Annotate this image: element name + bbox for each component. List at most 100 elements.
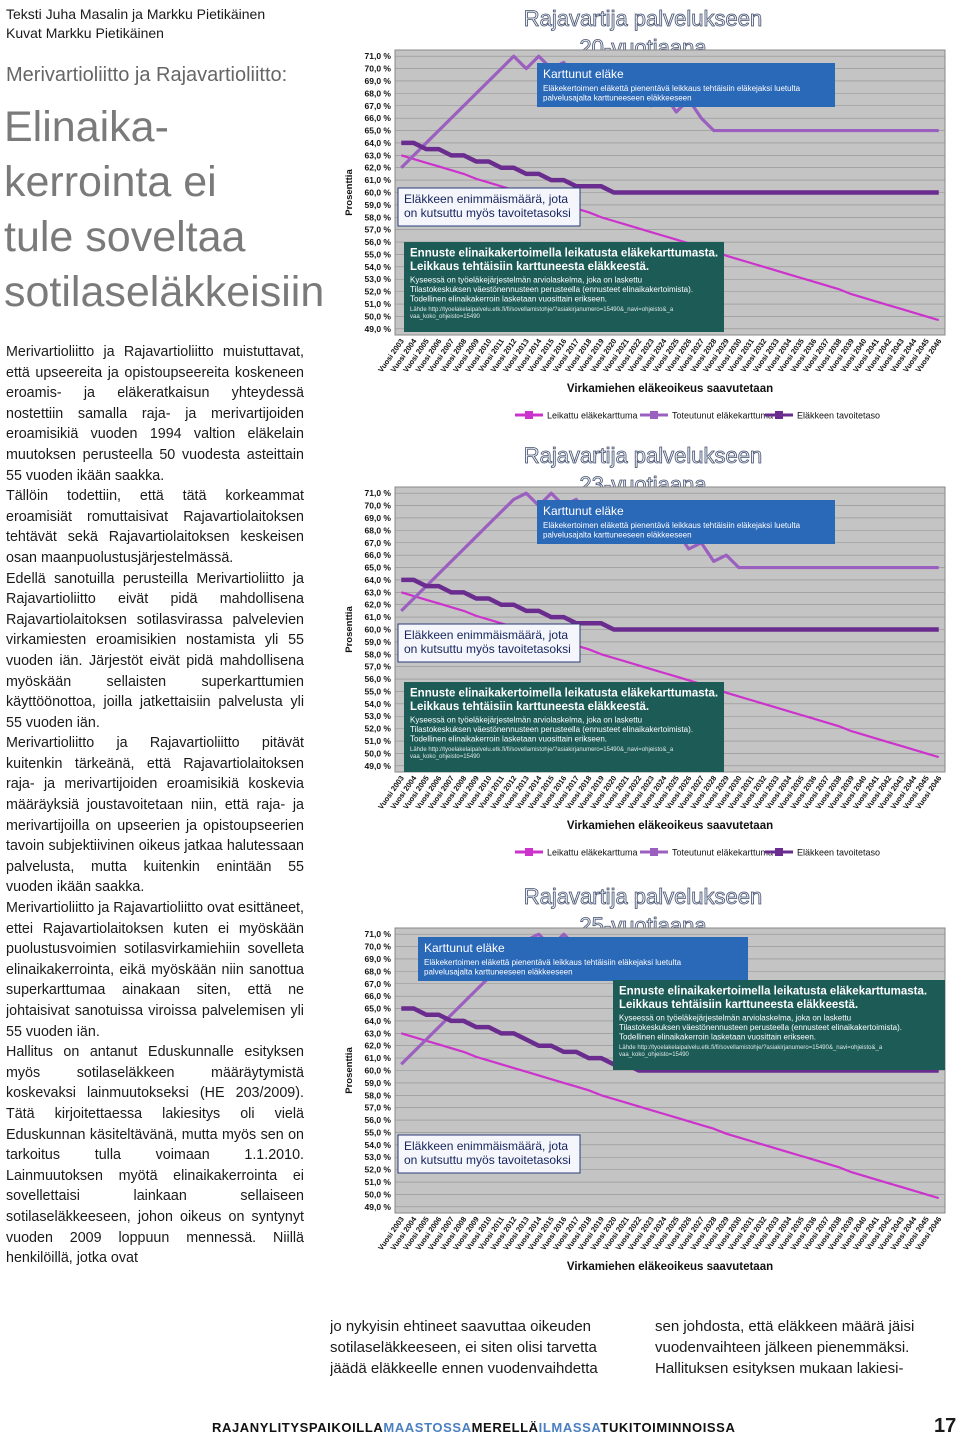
annotation-text: Eläkekertoimen eläkettä pienentävä leikk… xyxy=(543,521,801,530)
y-tick-label: 51,0 % xyxy=(365,299,392,309)
y-tick-label: 68,0 % xyxy=(365,88,392,98)
annotation-text: Todellinen elinaikakerroin lasketaan vuo… xyxy=(410,735,607,744)
annotation-source: vaa_koko_ohjeisto=15490 xyxy=(619,1052,690,1058)
section-name: TUKITOIMINNOISSA xyxy=(600,1420,736,1435)
credit: Kuvat Markku Pietikäinen xyxy=(6,25,164,41)
annotation-text: Todellinen elinaikakerroin lasketaan vuo… xyxy=(619,1033,816,1042)
series-line xyxy=(401,140,939,195)
annotation-heading: Karttunut eläke xyxy=(424,941,505,955)
annotation-text: Tilastokeskuksen väestönennusteen perust… xyxy=(619,1023,902,1032)
y-tick-label: 52,0 % xyxy=(365,724,392,734)
annotation-text: palvelusajalta karttuneeseen eläkkeeseen xyxy=(543,531,692,540)
y-axis-label: Prosenttia xyxy=(344,1047,355,1094)
y-tick-label: 54,0 % xyxy=(365,262,392,272)
annotation-heading: Eläkkeen enimmäismäärä, jota xyxy=(404,192,568,206)
credit: Teksti Juha Masalin ja Markku Pietikäine… xyxy=(6,6,266,22)
y-tick-label: 56,0 % xyxy=(365,237,392,247)
y-tick-label: 71,0 % xyxy=(365,488,392,498)
y-tick-label: 50,0 % xyxy=(365,311,392,321)
annotation-box xyxy=(397,1134,581,1174)
kicker: Merivartioliitto ja Rajavartioliitto: xyxy=(6,64,288,86)
paragraph: Merivartioliitto ja Rajavartioliitto mui… xyxy=(6,344,304,484)
section-name: MERELLÄ xyxy=(471,1420,539,1435)
annotation-heading: Karttunut eläke xyxy=(543,504,624,518)
legend-label: Eläkkeen tavoitetaso xyxy=(797,848,880,858)
paragraph: sen johdosta, että eläkkeen määrä jäisi … xyxy=(655,1318,915,1377)
annotation-box xyxy=(537,500,835,544)
y-tick-label: 58,0 % xyxy=(365,1090,392,1100)
y-tick-label: 68,0 % xyxy=(365,966,392,976)
y-tick-label: 58,0 % xyxy=(365,212,392,222)
chart-title: Rajavartija palvelukseen xyxy=(524,6,762,31)
y-tick-label: 69,0 % xyxy=(365,513,392,523)
y-tick-label: 65,0 % xyxy=(365,563,392,573)
annotation-text: palvelusajalta karttuneeseen eläkkeeseen xyxy=(424,968,573,977)
y-tick-label: 53,0 % xyxy=(365,274,392,284)
y-tick-label: 49,0 % xyxy=(365,324,392,334)
x-axis-label: Virkamiehen eläkeoikeus saavutetaan xyxy=(567,1261,773,1273)
section-name: MAASTOSSA xyxy=(383,1420,472,1435)
y-tick-label: 69,0 % xyxy=(365,76,392,86)
legend-label: Toteutunut eläkekarttuma xyxy=(672,848,773,858)
annotation-heading: Karttunut eläke xyxy=(543,67,624,81)
chart-title: Rajavartija palvelukseen xyxy=(524,443,762,468)
page-number: 17 xyxy=(934,1415,957,1437)
series-line xyxy=(401,1006,939,1073)
legend-label: Leikattu eläkekarttuma xyxy=(547,848,638,858)
y-tick-label: 66,0 % xyxy=(365,991,392,1001)
y-tick-label: 57,0 % xyxy=(365,1103,392,1113)
y-tick-label: 60,0 % xyxy=(365,188,392,198)
legend-marker xyxy=(525,411,533,419)
y-tick-label: 50,0 % xyxy=(365,1189,392,1199)
headline-line: kerrointa ei xyxy=(4,158,217,206)
annotation-source: Lähde http://tyoelakelaipalvelu.etk.fi/f… xyxy=(619,1045,883,1051)
annotation-source: Lähde http://tyoelakelaipalvelu.etk.fi/f… xyxy=(410,307,674,313)
annotation-text: Kyseessä on työeläkejärjestelmän arviola… xyxy=(410,276,642,285)
annotation-text: Todellinen elinaikakerroin lasketaan vuo… xyxy=(410,295,607,304)
y-axis-label: Prosenttia xyxy=(344,169,355,216)
article-column: Merivartioliitto ja Rajavartioliitto mui… xyxy=(6,342,304,1382)
annotation-heading: Leikkaus tehtäisiin karttuneesta eläkkee… xyxy=(410,701,649,713)
paragraph: Merivartioliitto ja Rajavartioliitto ova… xyxy=(6,900,304,1040)
y-tick-label: 57,0 % xyxy=(365,225,392,235)
y-tick-label: 51,0 % xyxy=(365,736,392,746)
legend-marker xyxy=(775,411,783,419)
annotation-box xyxy=(537,63,835,107)
annotation-box xyxy=(397,187,581,227)
y-tick-label: 51,0 % xyxy=(365,1177,392,1187)
y-tick-label: 70,0 % xyxy=(365,942,392,952)
y-tick-label: 66,0 % xyxy=(365,550,392,560)
x-axis-label: Virkamiehen eläkeoikeus saavutetaan xyxy=(567,383,773,395)
y-tick-label: 56,0 % xyxy=(365,674,392,684)
y-tick-label: 61,0 % xyxy=(365,1053,392,1063)
chart: Rajavartija palvelukseen25-vuotiaana49,0… xyxy=(344,884,946,1273)
annotation-source: vaa_koko_ohjeisto=15490 xyxy=(410,314,481,320)
y-tick-label: 54,0 % xyxy=(365,1140,392,1150)
paragraph: Hallitus on antanut Eduskunnalle esityks… xyxy=(6,1044,304,1267)
y-tick-label: 59,0 % xyxy=(365,637,392,647)
annotation-text: Tilastokeskuksen väestönennusteen perust… xyxy=(410,285,693,294)
y-tick-label: 70,0 % xyxy=(365,64,392,74)
y-tick-label: 67,0 % xyxy=(365,538,392,548)
annotation-source: vaa_koko_ohjeisto=15490 xyxy=(410,754,481,760)
chart: Rajavartija palvelukseen23-vuotiaana49,0… xyxy=(344,443,946,858)
y-tick-label: 52,0 % xyxy=(365,287,392,297)
annotation-heading: Ennuste elinaikakertoimella leikatusta e… xyxy=(619,986,927,998)
y-tick-label: 55,0 % xyxy=(365,686,392,696)
article-column: jo nykyisin ehtineet saavuttaa oikeuden … xyxy=(330,1316,630,1382)
series-line xyxy=(400,591,940,759)
y-tick-label: 52,0 % xyxy=(365,1165,392,1175)
headline-line: sotilaseläkkeisiin xyxy=(4,268,325,316)
annotation-heading: Leikkaus tehtäisiin karttuneesta eläkkee… xyxy=(410,261,649,273)
annotation-heading: Eläkkeen enimmäismäärä, jota xyxy=(404,1139,568,1153)
y-tick-label: 55,0 % xyxy=(365,249,392,259)
y-tick-label: 67,0 % xyxy=(365,979,392,989)
annotation-text: Tilastokeskuksen väestönennusteen perust… xyxy=(410,725,693,734)
y-tick-label: 62,0 % xyxy=(365,163,392,173)
y-tick-label: 59,0 % xyxy=(365,1078,392,1088)
y-tick-label: 69,0 % xyxy=(365,954,392,964)
annotation-heading: on kutsuttu myös tavoitetasoksi xyxy=(404,642,571,656)
y-tick-label: 64,0 % xyxy=(365,1016,392,1026)
paragraph: Merivartioliitto ja Rajavartioliitto pit… xyxy=(6,735,304,896)
